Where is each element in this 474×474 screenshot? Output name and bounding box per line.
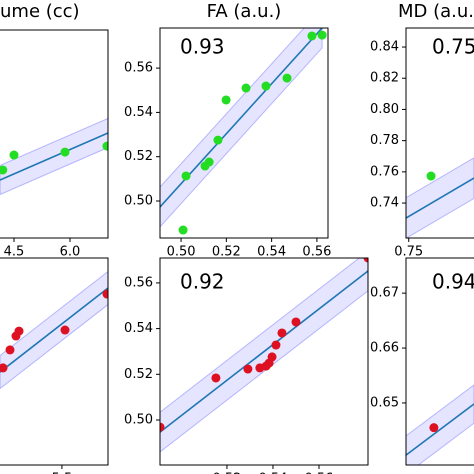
correlation-label: 0.75 — [432, 35, 474, 59]
plot-area — [160, 28, 327, 235]
point — [307, 31, 317, 41]
y-tick-label: 0.76 — [370, 164, 399, 179]
axes-frame — [405, 257, 474, 466]
point — [14, 326, 24, 336]
correlation-label: 0.92 — [180, 270, 225, 294]
point — [181, 171, 191, 181]
point — [429, 423, 439, 433]
fit-line — [0, 287, 108, 373]
y-tick-label: 0.74 — [370, 196, 399, 211]
x-tick-label: 0.54 — [258, 472, 287, 474]
point — [221, 95, 231, 105]
point — [0, 363, 8, 373]
fit-line — [0, 132, 108, 181]
point — [426, 171, 436, 181]
point — [271, 340, 281, 350]
point — [0, 165, 8, 175]
y-tick-label: 0.56 — [124, 275, 153, 290]
y-tick-label: 0.65 — [370, 395, 399, 410]
y-tick-label: 0.78 — [370, 133, 399, 148]
point — [213, 135, 223, 145]
point — [60, 325, 70, 335]
plot-area — [406, 384, 474, 465]
y-tick-label: 0.52 — [124, 367, 153, 382]
confidence-band — [160, 258, 368, 453]
point — [363, 258, 368, 263]
y-tick-label: 0.82 — [370, 71, 399, 86]
correlation-label: 0.94 — [432, 270, 474, 294]
fit-line — [160, 270, 368, 433]
point — [267, 352, 277, 362]
y-tick-label: 0.84 — [370, 40, 399, 55]
panel-title: MD (a.u.) — [398, 1, 474, 22]
x-tick-label: 0.75 — [394, 245, 423, 260]
x-tick-label: 0.52 — [212, 472, 241, 474]
point — [160, 422, 165, 432]
plot-area — [160, 258, 368, 453]
confidence-band — [160, 28, 323, 228]
y-tick-label: 0.54 — [124, 321, 153, 336]
axes-frame — [0, 257, 109, 466]
panel: 0.74 0.76 0.78 0.80 0.82 0.84 0.75 MD (a.u.) 0.7… — [370, 1, 474, 260]
panel: 0.65 0.66 0.67 0.94 — [370, 257, 474, 466]
x-tick-label: 0.50 — [167, 245, 196, 260]
x-tick-label: 5.5 — [52, 472, 73, 474]
point — [277, 328, 287, 338]
y-tick-label: 0.50 — [124, 412, 153, 427]
panel: 5.5 — [0, 257, 109, 474]
panel-title: ume (cc) — [0, 1, 80, 22]
point — [5, 345, 15, 355]
x-tick-label: 0.56 — [305, 472, 334, 474]
x-tick-label: 0.54 — [257, 245, 286, 260]
correlation-label: 0.93 — [180, 35, 225, 59]
axes-frame — [0, 29, 109, 239]
point — [204, 157, 214, 167]
point — [9, 150, 19, 160]
y-tick-label: 0.67 — [370, 286, 399, 301]
point — [178, 225, 188, 235]
confidence-band — [406, 384, 474, 465]
fit-line — [406, 403, 474, 456]
point — [60, 147, 70, 157]
y-tick-label: 0.52 — [124, 149, 153, 164]
y-tick-label: 0.50 — [124, 194, 153, 209]
point — [102, 289, 108, 299]
axes-frame — [159, 257, 369, 466]
x-tick-label: 0.52 — [212, 245, 241, 260]
y-tick-label: 0.54 — [124, 105, 153, 120]
point — [243, 364, 253, 374]
y-tick-label: 0.56 — [124, 61, 153, 76]
panel: 0.50 0.52 0.54 0.56 0.50 0.52 0.54 0.56 FA (a.u.… — [124, 1, 331, 260]
point — [211, 373, 221, 383]
point — [317, 30, 327, 40]
plot-area — [406, 157, 474, 238]
panel: 4.5 6.0 ume (cc) — [0, 1, 109, 260]
panel-title: FA (a.u.) — [207, 1, 282, 22]
x-tick-label: 4.5 — [4, 245, 25, 260]
point — [291, 317, 301, 327]
y-tick-label: 0.66 — [370, 341, 399, 356]
fit-line — [406, 177, 474, 219]
axes-frame — [159, 27, 329, 239]
x-tick-label: 6.0 — [60, 245, 81, 260]
panel: 0.50 0.52 0.54 0.56 0.52 0.54 0.56 0.92 — [124, 257, 369, 474]
axes-frame — [405, 27, 474, 239]
point — [282, 73, 292, 83]
point — [261, 81, 271, 91]
point — [102, 141, 108, 151]
point — [241, 83, 251, 93]
x-tick-label: 0.56 — [302, 245, 331, 260]
y-tick-label: 0.80 — [370, 102, 399, 117]
plot-area — [0, 117, 108, 196]
plot-area — [0, 270, 108, 390]
